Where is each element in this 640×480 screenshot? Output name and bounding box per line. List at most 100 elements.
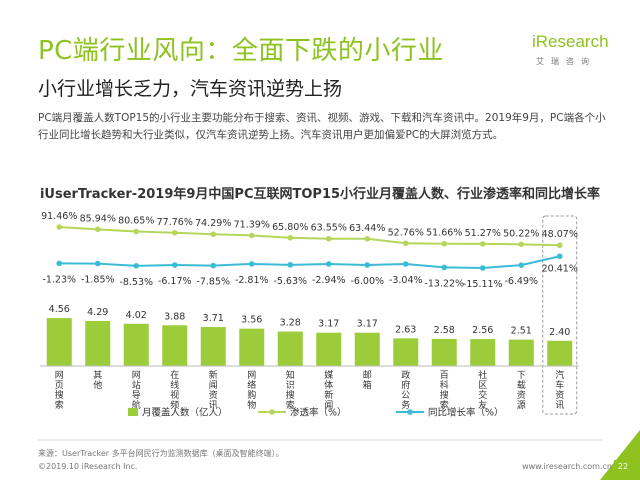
- logo-subtext: 艾瑞咨询: [536, 57, 596, 66]
- bar: [316, 332, 342, 366]
- bar-value-label: 4.02: [126, 310, 147, 321]
- category-label-char: 索: [55, 399, 64, 411]
- penetration-label: 63.55%: [311, 223, 347, 234]
- yoy-point: [210, 262, 217, 269]
- category-label-char: 物: [247, 399, 256, 411]
- penetration-label: 51.66%: [426, 228, 462, 239]
- bar: [431, 338, 457, 366]
- description-text: PC端月覆盖人数TOP15的小行业主要功能分布于搜索、资讯、视频、游戏、下载和汽…: [38, 112, 606, 141]
- yoy-label: -2.94%: [312, 275, 346, 286]
- category-label-char: 航: [132, 399, 141, 411]
- category-label-char: 闻: [324, 400, 333, 411]
- category-label-char: 下: [517, 371, 526, 381]
- penetration-label: 50.22%: [503, 228, 539, 239]
- bar: [239, 328, 265, 366]
- category-label-char: 汽: [555, 369, 564, 381]
- bar: [508, 339, 534, 366]
- bar-value-label: 4.29: [87, 307, 108, 318]
- category-label-char: 媒: [324, 370, 333, 381]
- page-title: PC端行业风向：全面下跌的小行业: [38, 36, 444, 66]
- chart-title: iUserTracker-2019年9月中国PC互联网TOP15小行业月覆盖人数…: [39, 187, 601, 202]
- penetration-label: 63.44%: [349, 223, 385, 234]
- category-label-char: 搜: [55, 389, 64, 401]
- category-label-char: 网: [132, 370, 141, 381]
- yoy-point: [556, 253, 563, 260]
- category-label-char: 百: [440, 370, 449, 381]
- penetration-label: 51.27%: [465, 228, 501, 239]
- yoy-point: [287, 262, 294, 268]
- yoy-point: [402, 261, 409, 267]
- penetration-point: [402, 240, 409, 247]
- bar: [123, 323, 149, 366]
- category-label-char: 车: [555, 379, 564, 391]
- penetration-label: 85.94%: [80, 213, 116, 224]
- penetration-point: [56, 224, 63, 230]
- highlight-box: [542, 215, 578, 415]
- penetration-point: [556, 242, 563, 249]
- category-label-char: 频: [170, 399, 179, 411]
- yoy-point: [171, 262, 178, 268]
- category-label-char: 搜: [286, 389, 295, 401]
- penetration-label: 74.29%: [195, 218, 231, 229]
- bar: [547, 340, 573, 366]
- category-label-char: 在: [170, 369, 179, 381]
- category-label-char: 府: [401, 379, 410, 391]
- bar-value-label: 4.56: [49, 304, 70, 315]
- category-label-char: 社: [478, 369, 487, 381]
- category-label-char: 导: [132, 390, 141, 401]
- yoy-point: [441, 264, 448, 271]
- yoy-point: [248, 261, 255, 267]
- bar: [85, 320, 111, 366]
- penetration-line: [59, 226, 560, 247]
- yoy-label: -5.63%: [273, 276, 307, 287]
- penetration-point: [479, 241, 486, 247]
- page-number: 22: [614, 460, 632, 474]
- penetration-point: [248, 232, 255, 239]
- bar-value-label: 2.56: [472, 325, 493, 336]
- yoy-label: -8.53%: [119, 277, 153, 288]
- penetration-label: 52.76%: [388, 227, 424, 238]
- bar-value-label: 3.17: [357, 319, 378, 330]
- bar-value-label: 3.56: [241, 315, 262, 326]
- category-label-char: 科: [440, 379, 449, 391]
- category-label-char: 载: [517, 379, 526, 391]
- category-label-char: 务: [401, 399, 410, 411]
- category-label-char: 络: [247, 379, 256, 391]
- category-label-char: 网: [55, 370, 64, 381]
- category-label-char: 新: [324, 389, 333, 401]
- yoy-label: 20.41%: [542, 263, 578, 274]
- bar: [393, 338, 419, 366]
- legend-label-bars: 月覆盖人数（亿人）: [142, 407, 228, 419]
- penetration-point: [210, 231, 217, 238]
- yoy-point: [133, 263, 140, 269]
- category-label-char: 网: [247, 370, 256, 381]
- yoy-label: -6.17%: [158, 276, 192, 287]
- category-label-char: 箱: [363, 379, 372, 391]
- penetration-label: 91.46%: [41, 211, 77, 222]
- penetration-point: [133, 228, 140, 235]
- bar-value-label: 3.71: [203, 313, 224, 324]
- yoy-point: [518, 262, 525, 268]
- category-label-char: 其: [93, 370, 102, 381]
- penetration-label: 80.65%: [118, 216, 154, 227]
- category-label-char: 资: [517, 390, 526, 401]
- bar: [46, 318, 72, 366]
- category-label-char: 体: [324, 379, 333, 391]
- yoy-line: [59, 255, 560, 269]
- category-label-char: 源: [517, 400, 526, 411]
- legend-label-penetration: 渗透率（%）: [290, 407, 347, 419]
- category-label-char: 讯: [209, 400, 218, 411]
- bar-value-label: 2.40: [549, 327, 570, 338]
- category-label-char: 政: [401, 369, 410, 381]
- category-label-char: 识: [286, 380, 295, 391]
- category-label-char: 视: [170, 389, 179, 401]
- penetration-label: 65.80%: [272, 222, 308, 233]
- yoy-label: -6.49%: [504, 276, 538, 287]
- yoy-label: -2.81%: [235, 275, 269, 286]
- yoy-point: [479, 265, 486, 271]
- yoy-point: [325, 261, 332, 267]
- category-label-char: 页: [55, 380, 64, 391]
- yoy-label: -7.85%: [196, 277, 230, 288]
- yoy-point: [364, 262, 371, 268]
- yoy-label: -3.04%: [389, 275, 423, 286]
